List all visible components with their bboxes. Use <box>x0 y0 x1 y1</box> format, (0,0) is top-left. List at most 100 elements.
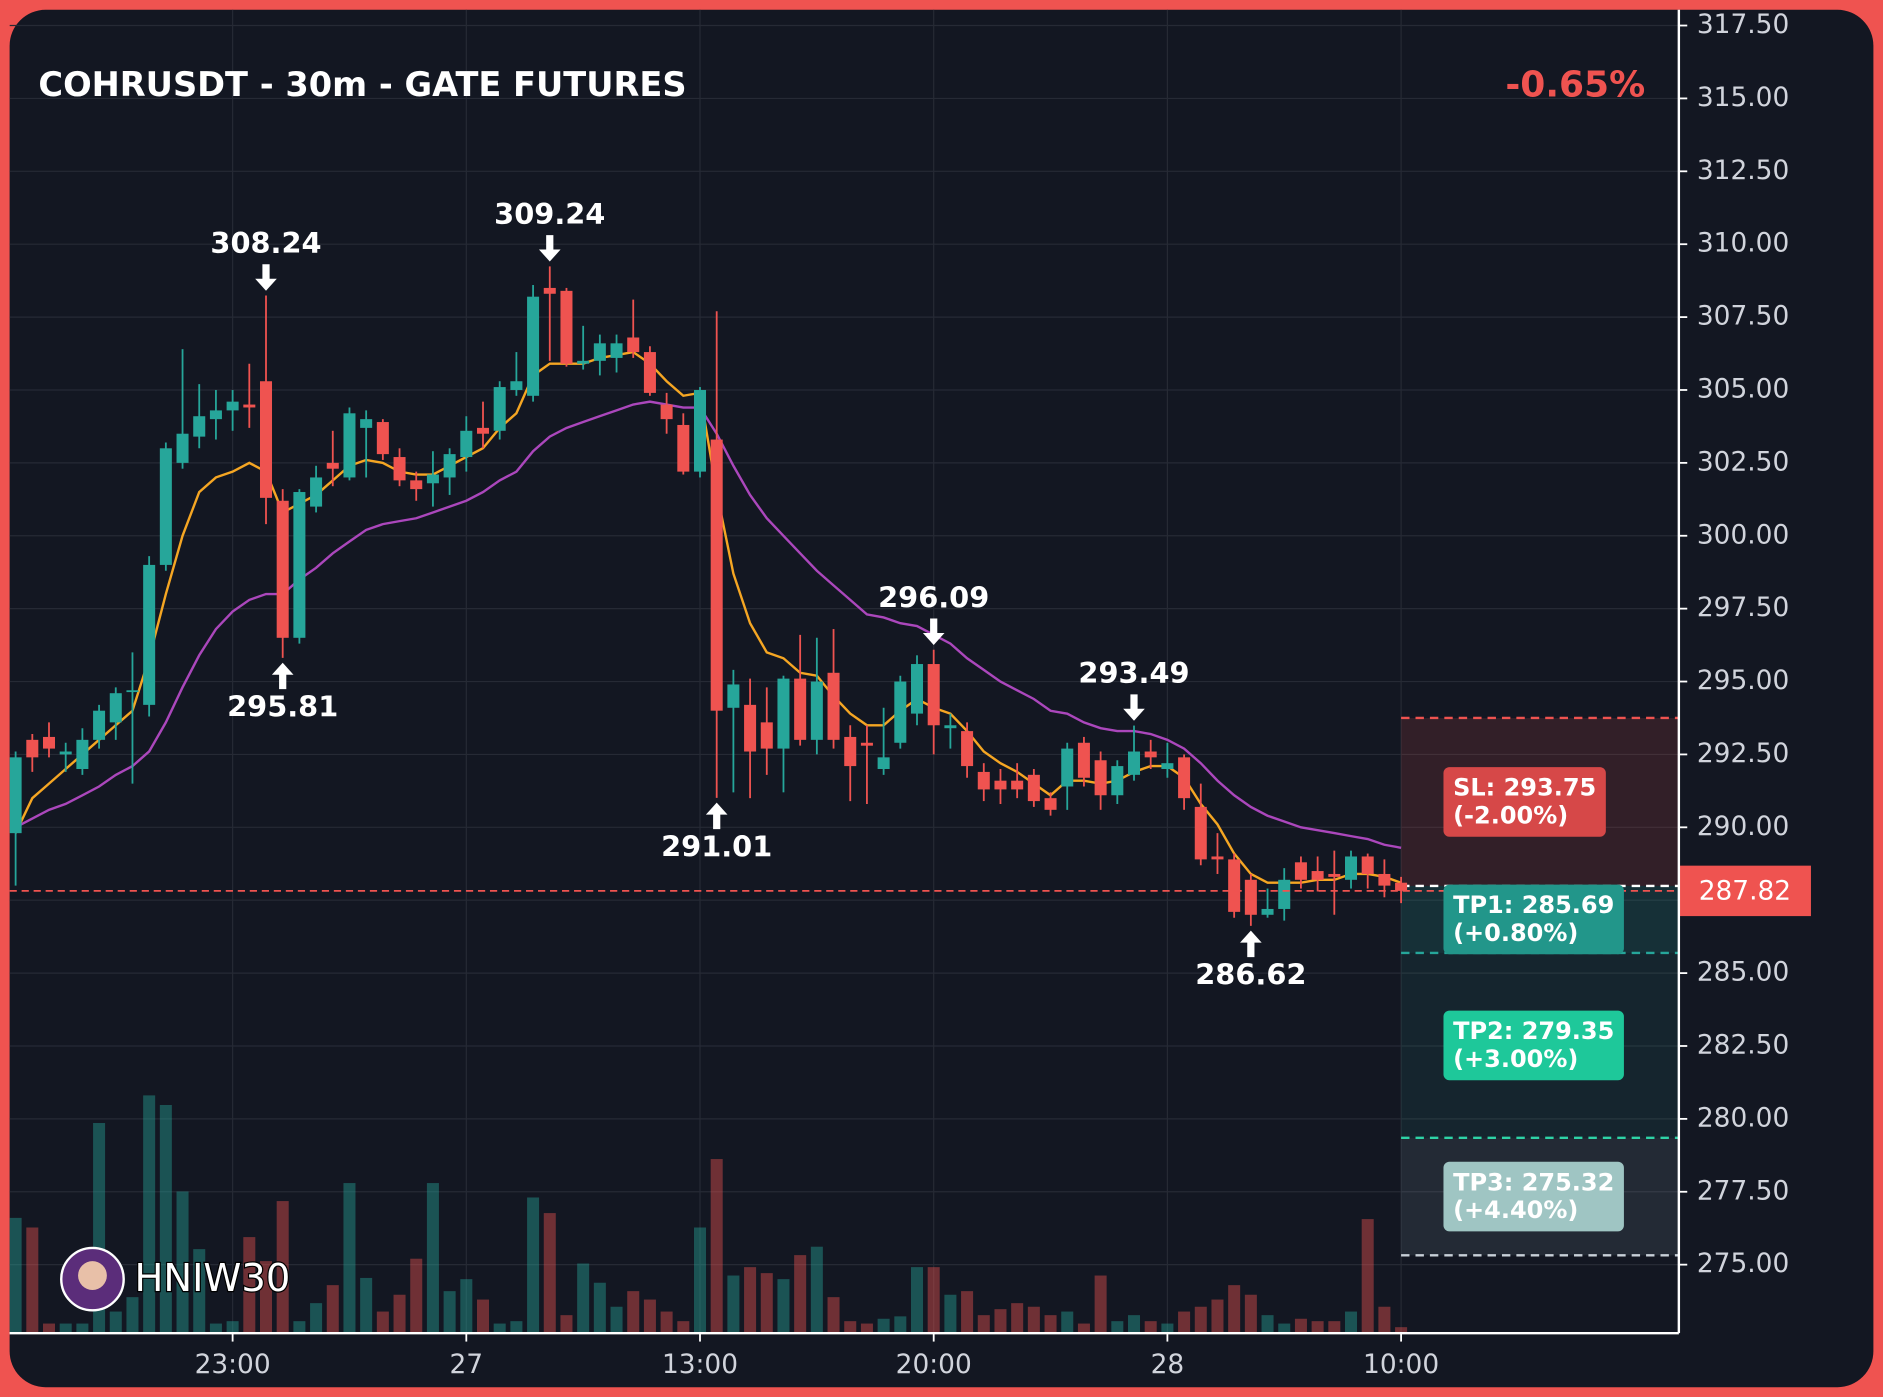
y-tick-label: 300.00 <box>1697 519 1789 550</box>
volume-bar <box>143 1095 156 1334</box>
candle-body <box>59 751 72 755</box>
y-tick-label: 275.00 <box>1697 1248 1789 1279</box>
high-arrow <box>1123 694 1145 721</box>
high-label: 308.24 <box>210 226 321 260</box>
candle-body <box>1111 766 1124 796</box>
low-label: 295.81 <box>227 689 338 723</box>
volume-bar <box>860 1323 873 1334</box>
level-change: (+0.80%) <box>1453 919 1578 947</box>
candle-body <box>93 710 106 740</box>
candle-body <box>860 742 873 746</box>
volume-bar <box>360 1277 373 1334</box>
volume-bar <box>977 1315 990 1334</box>
volume-bar <box>927 1267 940 1334</box>
y-tick-label: 277.50 <box>1697 1175 1789 1206</box>
chart-title: COHRUSDT - 30m - GATE FUTURES <box>38 65 686 104</box>
candle-body <box>410 480 423 490</box>
volume-bar <box>1328 1321 1341 1334</box>
volume-bar <box>744 1267 757 1334</box>
volume-bar <box>994 1309 1007 1334</box>
volume-bar <box>693 1227 707 1334</box>
level-label: SL: 293.75 <box>1453 774 1596 802</box>
volume-bar <box>727 1275 740 1334</box>
overlay: 275.00277.50280.00282.50285.00287.50290.… <box>195 9 1811 1380</box>
candle-body <box>693 389 707 472</box>
candle-body <box>794 678 807 740</box>
y-tick-label: 295.00 <box>1697 665 1789 696</box>
candle-body <box>643 352 656 393</box>
price-change: -0.65% <box>1505 65 1645 106</box>
candle-body <box>710 439 723 711</box>
candle-body <box>143 564 156 705</box>
volume-bar <box>1178 1311 1191 1334</box>
level-box <box>1443 1010 1624 1081</box>
volume-bar <box>76 1323 89 1334</box>
volume-bar <box>243 1237 256 1334</box>
candle-body <box>1294 862 1307 880</box>
volume-bar <box>460 1279 473 1334</box>
candle-body <box>426 474 439 484</box>
high-label: 293.49 <box>1078 656 1189 690</box>
volume-bar <box>1094 1275 1107 1334</box>
candle-body <box>827 672 840 740</box>
volume-bar <box>560 1315 573 1334</box>
volume-bar <box>910 1267 924 1334</box>
volume-bar <box>577 1263 590 1334</box>
x-tick-label: 13:00 <box>662 1349 738 1380</box>
volume-bar <box>1194 1306 1207 1334</box>
candle-body <box>727 684 740 708</box>
candle-body <box>443 454 456 478</box>
candle-body <box>1278 879 1291 909</box>
volume-bar <box>543 1213 556 1334</box>
candle-body <box>176 433 189 463</box>
candle-body <box>877 757 890 770</box>
y-tick-label: 310.00 <box>1697 228 1789 259</box>
volume-bar <box>961 1291 974 1334</box>
candle-body <box>1144 751 1157 758</box>
volume-bar <box>1345 1311 1358 1334</box>
level-label: TP2: 279.35 <box>1453 1017 1614 1045</box>
candle-body <box>1011 780 1024 790</box>
volume-bar <box>1261 1315 1274 1334</box>
candle-body <box>476 427 490 434</box>
price-label-box <box>1678 865 1811 917</box>
candle-body <box>293 492 306 638</box>
candle-body <box>126 690 139 693</box>
candle-body <box>159 448 172 565</box>
candle-body <box>910 664 924 714</box>
level-box <box>1443 1161 1624 1232</box>
volume-bar <box>794 1255 807 1334</box>
y-tick-label: 297.50 <box>1697 592 1789 623</box>
candle-body <box>777 678 790 749</box>
volume-bar <box>627 1291 640 1334</box>
volume-bar <box>643 1299 656 1334</box>
volume-bar <box>1395 1327 1408 1334</box>
volume-bar <box>226 1321 239 1334</box>
volume-bar <box>109 1311 122 1334</box>
candle-body <box>1228 859 1241 912</box>
candle-body <box>1378 873 1391 886</box>
volume-bar <box>1211 1299 1224 1334</box>
candle-body <box>627 337 640 353</box>
volume-bar <box>1111 1321 1124 1334</box>
volume-bar <box>209 1323 222 1334</box>
level-box <box>1443 767 1606 837</box>
candle-body <box>1395 882 1408 891</box>
candle-body <box>543 287 556 294</box>
candle-body <box>259 381 273 498</box>
candle-body <box>326 462 339 469</box>
volume-bar <box>944 1294 957 1334</box>
volume-bar <box>1311 1321 1324 1334</box>
low-label: 286.62 <box>1195 957 1306 991</box>
candle-body <box>493 387 506 431</box>
volume-bar <box>1361 1219 1374 1334</box>
volume-bar <box>476 1299 490 1334</box>
candle-body <box>209 410 222 420</box>
candle-body <box>109 693 122 723</box>
volume-bar <box>1127 1315 1141 1334</box>
volume-bar <box>126 1297 139 1334</box>
candle-body <box>894 681 907 743</box>
candle-body <box>226 401 239 411</box>
